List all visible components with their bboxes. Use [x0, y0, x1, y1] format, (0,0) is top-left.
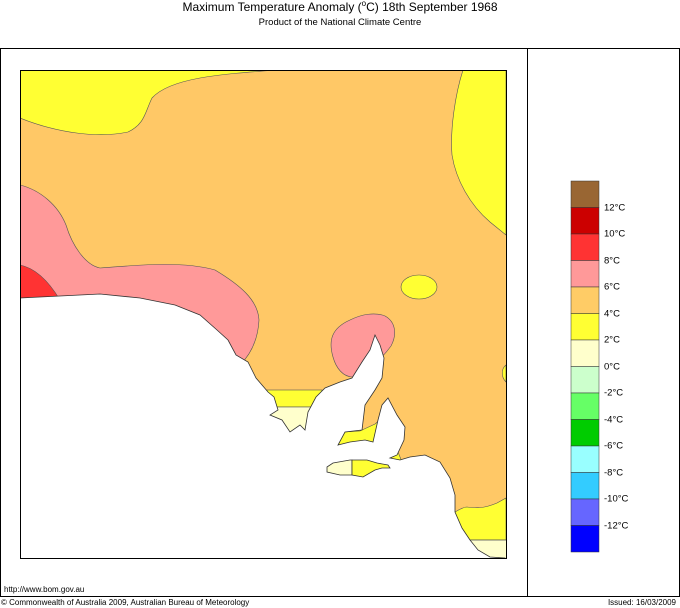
- legend-label: 0°C: [604, 361, 620, 372]
- legend-swatch: [570, 233, 600, 261]
- legend-label: -6°C: [604, 440, 624, 452]
- legend-swatch: [570, 339, 600, 367]
- legend-label: 12°C: [604, 202, 626, 213]
- legend-swatch: [570, 445, 600, 473]
- copyright-text: © Commonwealth of Australia 2009, Austra…: [1, 598, 250, 607]
- legend-swatch: [570, 286, 600, 314]
- legend-swatch: [570, 313, 600, 341]
- region-2-4-east-edge: [501, 364, 506, 383]
- legend-label: 4°C: [604, 308, 620, 319]
- map-title: Maximum Temperature Anomaly (oC) 18th Se…: [0, 0, 680, 14]
- legend-swatch: [570, 525, 600, 553]
- map-subtitle: Product of the National Climate Centre: [258, 17, 422, 28]
- legend-swatch: [570, 472, 600, 500]
- legend-label: 2°C: [604, 334, 620, 346]
- legend-swatch: [570, 419, 600, 447]
- color-legend: [570, 180, 600, 553]
- legend-swatch: [570, 498, 600, 526]
- title-degree: o: [361, 0, 367, 8]
- legend-swatch: [570, 207, 600, 235]
- region-2-4-northeast: [451, 70, 506, 236]
- kangaroo-island-east: [351, 459, 391, 478]
- legend-label: 8°C: [604, 255, 620, 266]
- map-area: [20, 70, 506, 558]
- region-2-4-blob: [400, 274, 438, 300]
- legend-swatch: [570, 260, 600, 288]
- ocean: [20, 293, 506, 558]
- region-2-4-northwest: [20, 70, 279, 135]
- legend-label: -10°C: [604, 493, 629, 505]
- legend-swatch: [570, 366, 600, 394]
- issued-date: Issued: 16/03/2009: [607, 598, 676, 607]
- title-text-date: C) 18th September 1968: [366, 0, 498, 14]
- legend-swatch: [570, 180, 600, 208]
- source-url[interactable]: http://www.bom.gov.au: [4, 585, 85, 594]
- legend-label: -8°C: [604, 467, 624, 478]
- legend-label: 6°C: [604, 281, 620, 293]
- legend-label: -4°C: [604, 414, 624, 425]
- legend-swatch: [570, 392, 600, 420]
- map-border: [20, 70, 507, 559]
- legend-label: -12°C: [604, 520, 629, 531]
- legend-label: -2°C: [604, 387, 624, 399]
- region-6-8-spencer-gulf: [330, 313, 395, 378]
- legend-label: 10°C: [604, 228, 626, 240]
- title-text: Maximum Temperature Anomaly (: [182, 0, 362, 14]
